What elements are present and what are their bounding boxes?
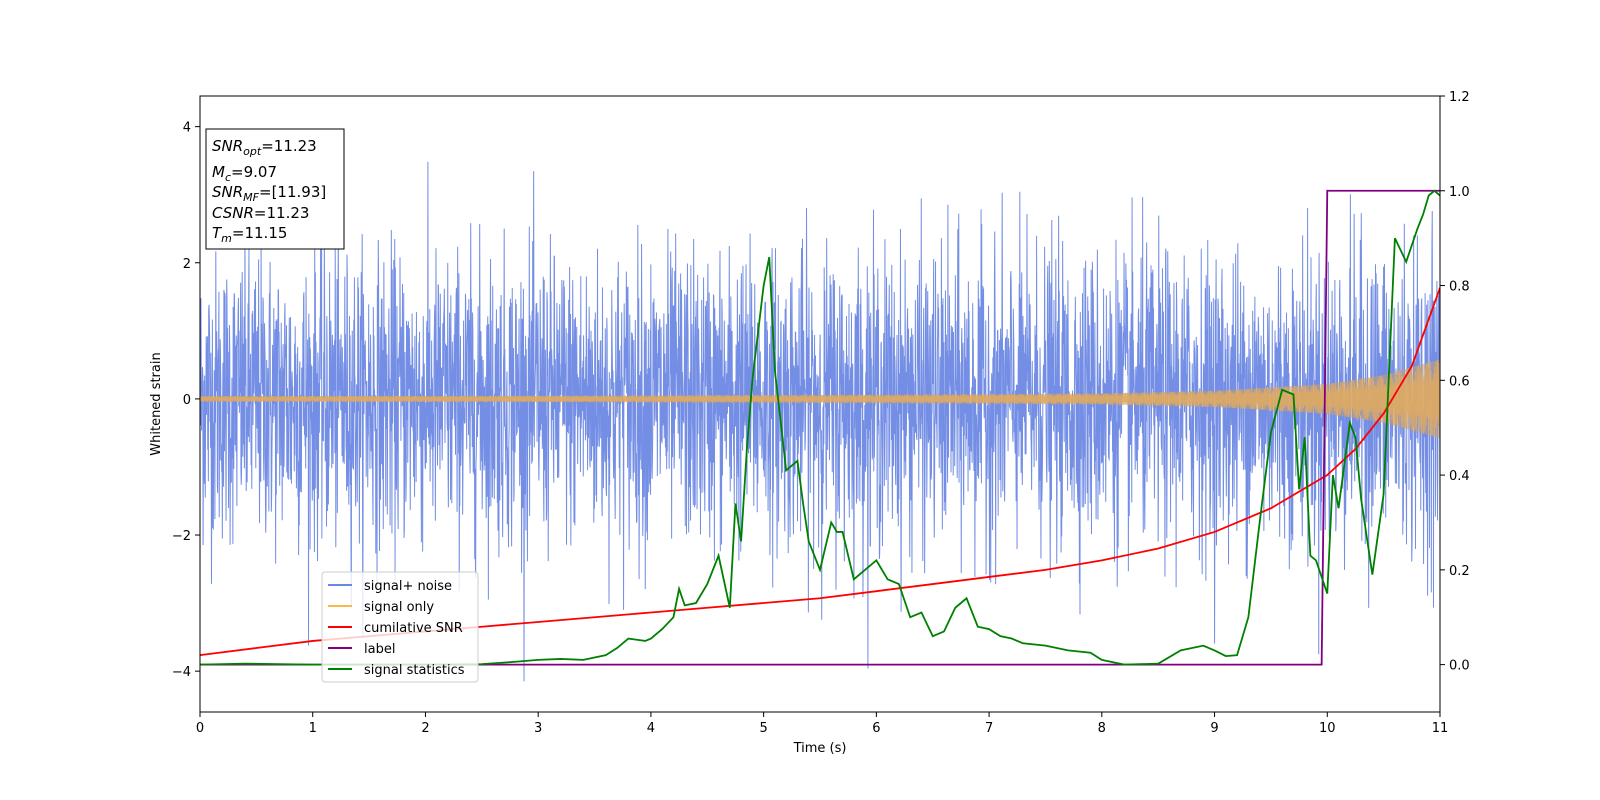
y-left-tick-label: −4 [172, 665, 191, 680]
signal-only-series [200, 359, 1440, 439]
x-tick-label: 0 [196, 721, 204, 736]
x-tick-label: 4 [647, 721, 655, 736]
y-left-tick-label: 2 [183, 257, 191, 272]
info-line: SNRopt=11.23 [212, 137, 317, 158]
y-right-tick-label: 0.8 [1449, 280, 1470, 295]
info-line: SNRMF=[11.93] [212, 183, 326, 204]
x-axis-label: Time (s) [793, 741, 847, 756]
x-tick-label: 11 [1432, 721, 1449, 736]
legend-label-label: label [364, 642, 395, 657]
y-left-tick-label: 4 [183, 121, 191, 136]
y-right-tick-label: 1.0 [1449, 185, 1470, 200]
x-tick-label: 3 [534, 721, 542, 736]
x-tick-label: 7 [985, 721, 993, 736]
y-right-tick-label: 0.6 [1449, 374, 1470, 389]
y-right-tick-label: 0.0 [1449, 659, 1470, 674]
x-tick-label: 6 [872, 721, 880, 736]
x-tick-label: 9 [1210, 721, 1218, 736]
x-tick-label: 5 [759, 721, 767, 736]
legend-label-signal-statistics: signal statistics [364, 663, 465, 678]
info-line: CSNR=11.23 [212, 204, 309, 222]
signal-only-envelope [200, 359, 1440, 439]
legend-label-signal-only: signal only [364, 600, 434, 615]
label-line [200, 189, 1440, 666]
plot-frame [199, 95, 1441, 713]
y-left-tick-label: −2 [172, 529, 191, 544]
x-tick-label: 1 [309, 721, 317, 736]
legend: signal+ noise signal only cumilative SNR la… [321, 571, 479, 683]
y-right-tick-label: 0.4 [1449, 469, 1470, 484]
info-box-frame [205, 128, 345, 250]
axes: 0 1 2 3 4 5 6 7 8 9 10 11 −4 −2 0 2 4 0.0 0.2 0.4 0.6 0.8 1.0 1… [172, 90, 1470, 736]
signal-noise-series [200, 161, 1440, 682]
signal-statistics-line [200, 189, 1440, 666]
y-right-tick-label: 1.2 [1449, 90, 1470, 105]
info-box: SNRopt=11.23 Mc=9.07SNRMF=[11.93]CSNR=11.… [205, 128, 345, 250]
legend-label-cumilative-snr: cumilative SNR [364, 621, 463, 636]
signal-noise-line [200, 161, 1440, 682]
legend-frame [321, 571, 479, 683]
y-right-tick-label: 0.2 [1449, 564, 1470, 579]
y-left-tick-label: 0 [183, 393, 191, 408]
info-line: Mc=9.07 [212, 163, 277, 184]
info-line: Tm=11.15 [212, 224, 287, 245]
x-tick-label: 2 [421, 721, 429, 736]
legend-label-signal-noise: signal+ noise [364, 579, 452, 594]
x-tick-label: 10 [1319, 721, 1336, 736]
y-axis-label: Whitened strain [149, 352, 164, 455]
x-tick-label: 8 [1098, 721, 1106, 736]
